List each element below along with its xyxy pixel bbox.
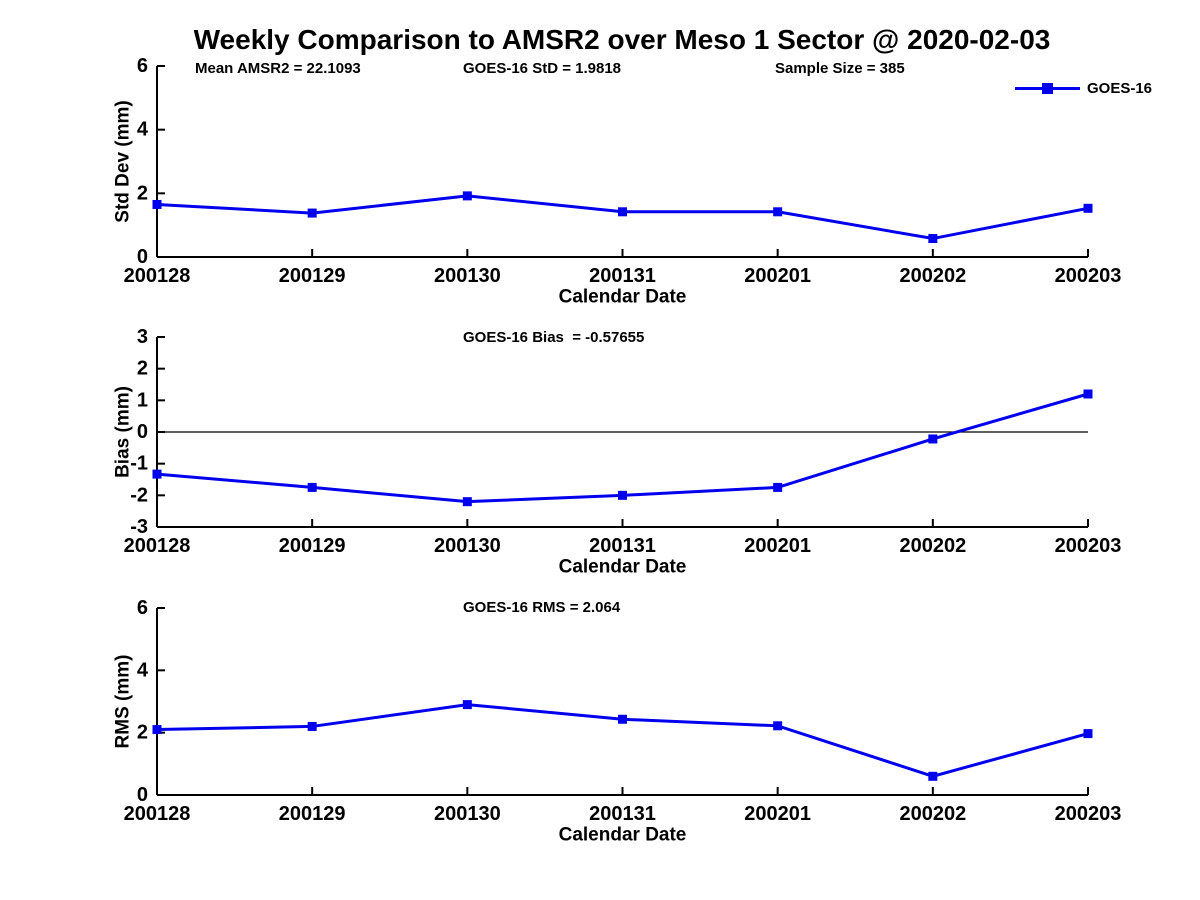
- goes16-data-marker: [773, 482, 783, 492]
- x-tick-label: 200130: [434, 803, 501, 825]
- legend: GOES-16: [1015, 80, 1152, 97]
- y-tick-label: 6: [137, 55, 148, 77]
- goes16-data-marker: [152, 469, 162, 479]
- x-tick-label: 200131: [589, 803, 656, 825]
- x-tick-label: 200130: [434, 265, 501, 287]
- goes16-data-marker: [928, 434, 938, 444]
- stat-annotation: Sample Size = 385: [775, 60, 905, 77]
- goes16-data-marker: [618, 714, 627, 724]
- stat-annotation: Mean AMSR2 = 22.1093: [195, 60, 361, 77]
- goes16-data-marker: [462, 497, 472, 507]
- y-tick-label: -1: [130, 453, 148, 475]
- goes16-data-marker: [1083, 203, 1093, 213]
- subplot-2: -3 -2 -1 0 1 2 3 200128 200129 200130 200131 200201…: [113, 326, 1122, 578]
- goes16-line: [156, 392, 1089, 504]
- goes16-line: [156, 194, 1089, 241]
- x-tick-label: 200130: [434, 535, 501, 557]
- figure-title: Weekly Comparison to AMSR2 over Meso 1 S…: [194, 24, 1051, 55]
- x-tick-label: 200128: [124, 535, 191, 557]
- x-tick-label: 200131: [589, 535, 656, 557]
- goes16-data-marker: [307, 208, 317, 218]
- y-tick-label: 4: [137, 659, 149, 681]
- x-tick-label: 200129: [279, 803, 346, 825]
- y-tick-label: 2: [137, 358, 148, 380]
- y-tick-label: 4: [137, 119, 149, 141]
- x-tick-label: 200201: [744, 535, 811, 557]
- y-tick-label: 0: [137, 421, 148, 443]
- x-axis-title: Calendar Date: [559, 825, 687, 846]
- x-tick-label: 200201: [744, 803, 811, 825]
- subplot-1: 0 2 4 6 200128 200129 200130 200131 200201 200202…: [113, 55, 1153, 308]
- y-tick-label: -3: [130, 516, 148, 538]
- stat-annotation: GOES-16 RMS = 2.064: [463, 599, 621, 616]
- y-axis-title: RMS (mm): [113, 655, 134, 749]
- goes16-data-marker: [1083, 389, 1093, 399]
- goes16-data-marker: [773, 721, 783, 731]
- goes16-data-marker: [307, 482, 317, 492]
- x-axis-title: Calendar Date: [559, 287, 687, 308]
- x-tick-label: 200129: [279, 535, 346, 557]
- stat-annotation: GOES-16 StD = 1.9818: [463, 60, 621, 77]
- y-tick-label: 1: [137, 389, 148, 411]
- goes16-data-marker: [928, 234, 938, 244]
- y-axis-title: Std Dev (mm): [113, 100, 134, 222]
- goes16-data-marker: [152, 725, 162, 735]
- x-axis-title: Calendar Date: [559, 557, 687, 578]
- legend-label: GOES-16: [1087, 80, 1152, 97]
- y-tick-label: 0: [137, 246, 148, 268]
- goes16-data-marker: [462, 700, 472, 710]
- y-axis-title: Bias (mm): [113, 386, 134, 478]
- x-tick-label: 200201: [744, 265, 811, 287]
- legend-marker: [1042, 83, 1053, 94]
- stat-annotation: GOES-16 Bias = -0.57655: [463, 329, 644, 346]
- goes16-data-marker: [462, 191, 472, 201]
- x-tick-label: 200202: [899, 265, 966, 287]
- x-tick-label: 200203: [1055, 803, 1122, 825]
- x-tick-label: 200203: [1055, 535, 1122, 557]
- y-tick-label: 2: [137, 182, 148, 204]
- y-tick-label: 6: [137, 597, 148, 619]
- goes16-data-marker: [928, 771, 938, 781]
- x-tick-label: 200131: [589, 265, 656, 287]
- goes16-data-marker: [773, 207, 783, 217]
- goes16-data-marker: [307, 721, 317, 731]
- x-tick-label: 200128: [124, 803, 191, 825]
- y-tick-label: -2: [130, 484, 148, 506]
- x-tick-label: 200202: [899, 803, 966, 825]
- goes16-data-marker: [152, 199, 162, 209]
- x-tick-label: 200203: [1055, 265, 1122, 287]
- y-tick-label: 3: [137, 326, 148, 348]
- y-tick-label: 0: [137, 784, 148, 806]
- subplot-3: 0 2 4 6 200128 200129 200130 200131 200201 200202…: [113, 597, 1122, 846]
- goes16-data-marker: [618, 207, 627, 217]
- goes16-data-marker: [618, 490, 627, 500]
- x-tick-label: 200129: [279, 265, 346, 287]
- y-tick-label: 2: [137, 722, 148, 744]
- x-tick-label: 200202: [899, 535, 966, 557]
- goes16-data-marker: [1083, 729, 1093, 739]
- x-tick-label: 200128: [124, 265, 191, 287]
